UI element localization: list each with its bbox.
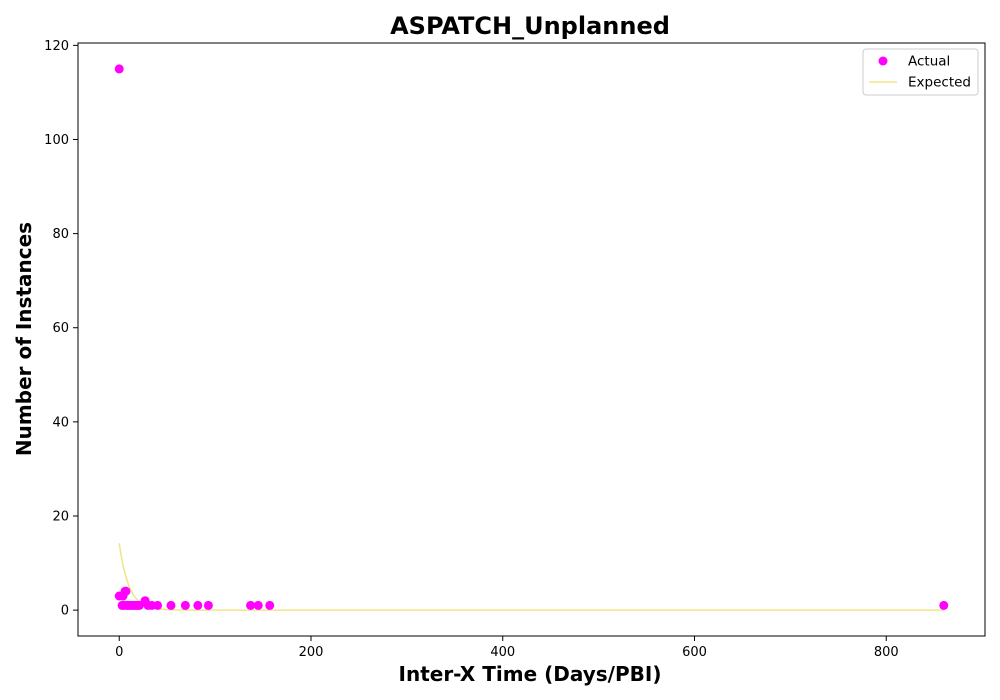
y-tick-label: 120 xyxy=(44,39,69,54)
actual-point xyxy=(193,600,203,610)
x-tick-label: 800 xyxy=(874,645,899,660)
actual-point xyxy=(246,600,256,610)
x-tick-label: 0 xyxy=(115,645,123,660)
x-tick-label: 600 xyxy=(682,645,707,660)
actual-point xyxy=(114,64,124,74)
x-axis-label: Inter-X Time (Days/PBI) xyxy=(399,662,662,686)
legend: Actual Expected xyxy=(862,48,979,96)
y-tick-label: 40 xyxy=(52,415,69,430)
plot-frame xyxy=(77,42,986,637)
actual-point xyxy=(253,600,263,610)
expected-line xyxy=(118,543,944,611)
x-tick-label: 400 xyxy=(490,645,515,660)
actual-point xyxy=(166,600,176,610)
plot-area: 0 200 400 600 800 0 20 40 60 80 100 120 xyxy=(44,39,986,660)
legend-marker-actual xyxy=(878,56,888,66)
y-tick-label: 60 xyxy=(52,321,69,336)
y-tick-label: 80 xyxy=(52,227,69,242)
y-tick-label: 100 xyxy=(44,133,69,148)
legend-label: Actual xyxy=(908,54,950,70)
actual-point xyxy=(939,600,949,610)
actual-point xyxy=(121,586,131,596)
x-tick-label: 200 xyxy=(299,645,324,660)
y-tick-label: 0 xyxy=(61,604,69,619)
legend-box xyxy=(862,48,979,96)
y-axis-label: Number of Instances xyxy=(12,222,36,456)
actual-point xyxy=(265,600,275,610)
legend-label: Expected xyxy=(908,75,971,91)
y-tick-label: 20 xyxy=(52,509,69,524)
actual-point xyxy=(203,600,213,610)
chart-title: ASPATCH_Unplanned xyxy=(390,12,670,40)
actual-point xyxy=(153,600,163,610)
actual-point xyxy=(180,600,190,610)
